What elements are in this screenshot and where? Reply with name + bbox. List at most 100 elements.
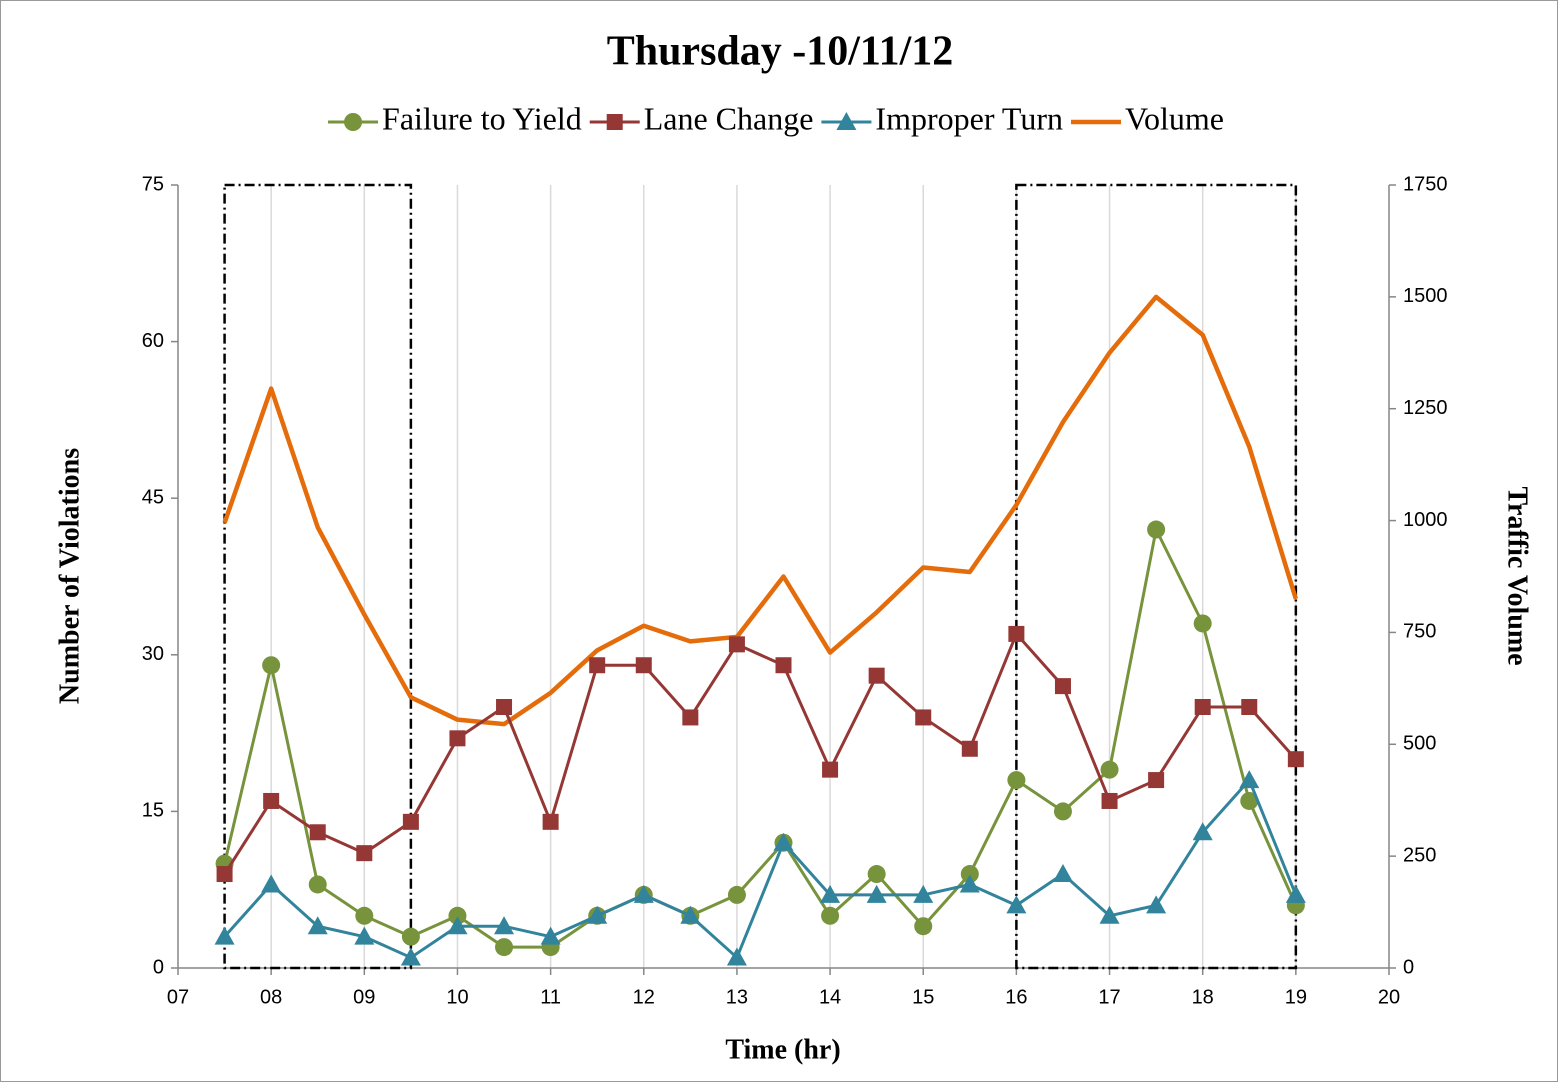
x-tick-label: 14 [819, 986, 841, 1008]
marker [308, 875, 327, 894]
x-tick-label: 16 [1005, 986, 1027, 1008]
marker [495, 938, 514, 957]
marker [915, 709, 932, 726]
highlight-box [1015, 183, 1298, 970]
marker [449, 730, 466, 747]
marker [262, 656, 281, 675]
marker [261, 874, 282, 893]
legend-label: Lane Change [644, 100, 814, 136]
marker [726, 947, 747, 966]
marker [1054, 678, 1071, 695]
marker [820, 884, 841, 903]
marker [1101, 792, 1118, 809]
marker [216, 866, 233, 883]
x-tick-label: 12 [633, 986, 655, 1008]
marker [540, 926, 561, 945]
marker [775, 657, 792, 674]
x-tick-label: 10 [446, 986, 468, 1008]
marker [1099, 905, 1120, 924]
marker [635, 657, 652, 674]
marker [1239, 770, 1260, 789]
marker [914, 917, 933, 936]
marker [356, 845, 373, 862]
marker [821, 906, 840, 925]
x-tick-label: 09 [353, 986, 375, 1008]
y-tick-label: 15 [142, 800, 164, 822]
marker [1192, 822, 1213, 841]
marker [354, 926, 375, 945]
x-tick-label: 08 [260, 986, 282, 1008]
y-tick-label: 45 [142, 486, 164, 508]
series-line [223, 778, 1298, 960]
highlight-box [223, 183, 413, 970]
marker [1008, 625, 1025, 642]
y-tick-label: 75 [142, 173, 164, 195]
marker [960, 865, 979, 884]
y2-tick-label: 1250 [1403, 397, 1448, 419]
marker [1053, 802, 1072, 821]
marker [542, 813, 559, 830]
y-tick-label: 60 [142, 330, 164, 352]
marker [1100, 760, 1119, 779]
marker [836, 112, 857, 130]
marker [214, 926, 235, 945]
legend: Failure to Yield Lane Change Improper Turn… [328, 100, 1224, 136]
marker [1007, 771, 1026, 790]
marker [1287, 751, 1304, 768]
marker [773, 832, 794, 851]
x-tick-label: 15 [912, 986, 934, 1008]
marker [606, 114, 623, 130]
x-tick-label: 19 [1285, 986, 1307, 1008]
x-tick-label: 20 [1378, 986, 1400, 1008]
marker [589, 657, 606, 674]
legend-item: Improper Turn [821, 100, 1063, 136]
x-tick-label: 13 [726, 986, 748, 1008]
marker [344, 113, 363, 131]
x-tick-label: 18 [1192, 986, 1214, 1008]
marker [680, 905, 701, 924]
legend-item: Failure to Yield [328, 100, 582, 136]
marker [913, 884, 934, 903]
marker [1052, 864, 1073, 883]
marker [309, 824, 326, 841]
marker [866, 884, 887, 903]
marker [1147, 520, 1166, 539]
marker [1241, 699, 1258, 715]
x-axis-label: Time (hr) [725, 1034, 840, 1065]
marker [496, 699, 513, 715]
marker [400, 947, 421, 966]
marker [1194, 699, 1211, 715]
marker [822, 761, 839, 778]
y2-tick-label: 500 [1403, 733, 1436, 755]
y2-tick-label: 0 [1403, 956, 1414, 978]
legend-item: Volume [1070, 100, 1224, 136]
y2-tick-label: 250 [1403, 844, 1436, 866]
y2-axis-label: Traffic Volume [1502, 486, 1533, 665]
marker [728, 636, 745, 653]
marker [1006, 895, 1027, 914]
y2-tick-label: 1750 [1403, 173, 1448, 195]
y2-tick-label: 750 [1403, 621, 1436, 643]
marker [1240, 791, 1259, 810]
marker [355, 906, 374, 925]
x-tick-label: 07 [167, 986, 189, 1008]
series-line [222, 294, 1299, 727]
marker [867, 865, 886, 884]
marker [263, 792, 280, 809]
marker [868, 667, 885, 684]
legend-label: Volume [1125, 100, 1224, 136]
marker [1148, 772, 1165, 789]
chart-title: Thursday -10/11/12 [607, 29, 954, 75]
marker [448, 906, 467, 925]
legend-item: Lane Change [589, 100, 814, 136]
marker [682, 709, 699, 726]
marker [961, 740, 978, 757]
marker [1146, 895, 1167, 914]
legend-label: Improper Turn [875, 100, 1063, 136]
y-axis-label: Number of Violations [54, 448, 85, 704]
y2-tick-label: 1000 [1403, 509, 1448, 531]
legend-label: Failure to Yield [382, 100, 582, 136]
